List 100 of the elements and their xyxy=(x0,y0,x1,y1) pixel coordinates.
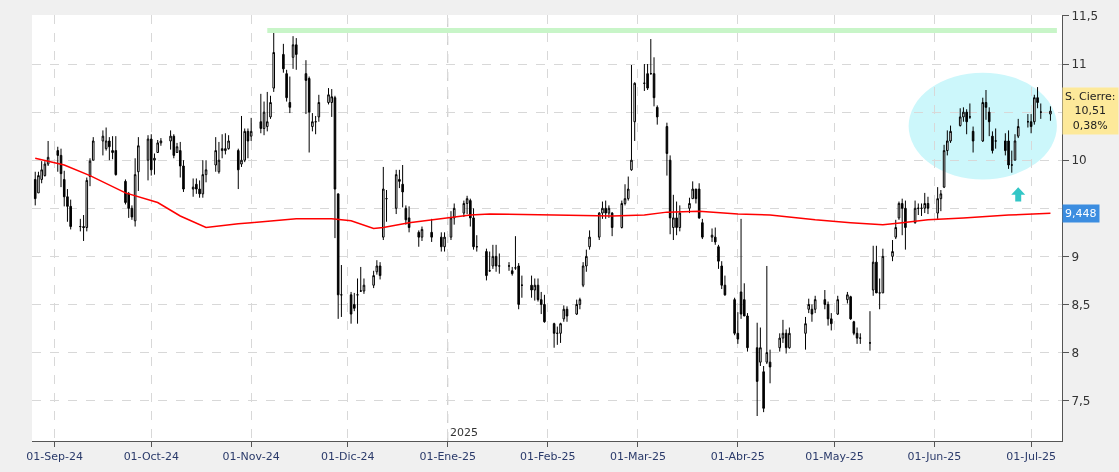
candlestick xyxy=(491,244,495,270)
candlestick xyxy=(356,277,359,325)
candlestick xyxy=(172,133,176,159)
candlestick xyxy=(543,294,546,324)
candlestick xyxy=(485,248,488,281)
y-tick-label: 8,5 xyxy=(1071,297,1091,312)
candlestick xyxy=(440,231,443,253)
candlestick xyxy=(958,107,962,128)
candlestick xyxy=(755,322,759,417)
candlestick xyxy=(282,43,285,74)
candlestick xyxy=(443,231,446,253)
ref-line-label: 2025 xyxy=(450,426,478,439)
candlestick xyxy=(739,218,743,320)
candlestick xyxy=(359,266,363,293)
candlestick xyxy=(224,132,227,155)
candlestick xyxy=(655,104,659,126)
candlestick xyxy=(836,295,840,316)
x-tick-label: 01-Sep-24 xyxy=(26,450,83,464)
candlestick xyxy=(891,239,894,262)
candlestick xyxy=(913,200,917,225)
y-tick-label: 9 xyxy=(1071,249,1080,264)
candlestick xyxy=(678,204,682,232)
candlestick xyxy=(195,177,198,195)
candlestick xyxy=(788,327,791,350)
candlestick xyxy=(430,218,433,243)
candlestick xyxy=(926,196,930,215)
candlestick xyxy=(971,126,975,154)
candlestick xyxy=(936,186,939,220)
candlestick xyxy=(401,164,404,208)
candlestick xyxy=(713,227,717,246)
candlestick xyxy=(291,35,295,70)
candlestick xyxy=(604,200,607,220)
candlestick xyxy=(871,245,875,297)
candlestick xyxy=(259,93,263,134)
candlestick xyxy=(1039,102,1043,120)
y-tick-label: 8 xyxy=(1071,345,1080,360)
y-tick-label: 11 xyxy=(1071,57,1087,72)
candlestick xyxy=(565,305,569,323)
candlestick xyxy=(349,291,353,325)
annotation: 9,448 xyxy=(1065,207,1097,220)
candlestick xyxy=(1026,113,1030,129)
candlestick xyxy=(462,200,466,218)
candlestick xyxy=(156,139,159,154)
candlestick xyxy=(701,218,704,240)
candlestick xyxy=(894,219,898,240)
x-tick-label: 01-Ene-25 xyxy=(419,450,477,464)
candlestick xyxy=(904,200,907,251)
candlestick xyxy=(510,266,514,277)
candlestick xyxy=(575,299,578,316)
candlestick xyxy=(643,63,646,92)
line-series xyxy=(34,157,1052,230)
candlestick xyxy=(201,159,205,199)
x-tick-label: 01-May-25 xyxy=(805,450,864,464)
x-tick-label: 01-Abr-25 xyxy=(710,450,765,464)
candlestick xyxy=(114,135,118,177)
x-tick-label: 01-Nov-24 xyxy=(222,450,280,464)
candlestick xyxy=(994,127,997,150)
candlestick xyxy=(214,136,217,173)
candlestick xyxy=(530,275,533,299)
candlestick xyxy=(1049,105,1052,122)
candlestick xyxy=(227,134,230,151)
candlestick xyxy=(417,229,421,248)
candlestick xyxy=(394,169,398,215)
candlestick xyxy=(101,129,105,156)
x-tick-label: 01-Jun-25 xyxy=(907,450,962,464)
candlestick xyxy=(991,130,994,154)
candlestick xyxy=(559,322,562,344)
candlestick xyxy=(556,326,559,346)
candlestick xyxy=(149,133,153,177)
y-tick-label: 7,5 xyxy=(1071,393,1091,408)
candlestick xyxy=(382,166,385,241)
candlestick xyxy=(191,177,195,198)
candlestick xyxy=(710,227,714,243)
candlestick xyxy=(533,277,537,302)
candlestick xyxy=(378,261,382,280)
y-tick-label: 11,5 xyxy=(1071,9,1099,24)
candlestick xyxy=(33,171,37,206)
candlestick xyxy=(762,365,765,413)
candlestick xyxy=(1007,129,1010,170)
candlestick xyxy=(626,176,630,202)
x-tick-label: 01-Dic-24 xyxy=(321,450,375,464)
candlestick xyxy=(407,205,411,233)
x-tick-label: 01-Oct-24 xyxy=(123,450,179,464)
candlestick xyxy=(630,64,633,172)
candlestick xyxy=(494,244,498,273)
annotation: S. Cierre: 10,51 0,38% xyxy=(1065,90,1116,132)
candlestick xyxy=(923,192,927,214)
candlestick xyxy=(849,295,852,321)
x-tick-label: 01-Jul-25 xyxy=(1006,450,1057,464)
candlestick xyxy=(804,316,807,351)
candlestick xyxy=(697,182,701,220)
candlestick xyxy=(294,37,298,71)
candlestick xyxy=(265,91,269,132)
x-tick-label: 01-Mar-25 xyxy=(609,450,666,464)
x-tick-label: 01-Feb-25 xyxy=(519,450,576,464)
candlestick xyxy=(562,304,566,323)
candlestick xyxy=(552,322,556,349)
y-tick-label: 10 xyxy=(1071,153,1087,168)
candlestick xyxy=(146,134,150,181)
candlestick xyxy=(588,229,591,251)
